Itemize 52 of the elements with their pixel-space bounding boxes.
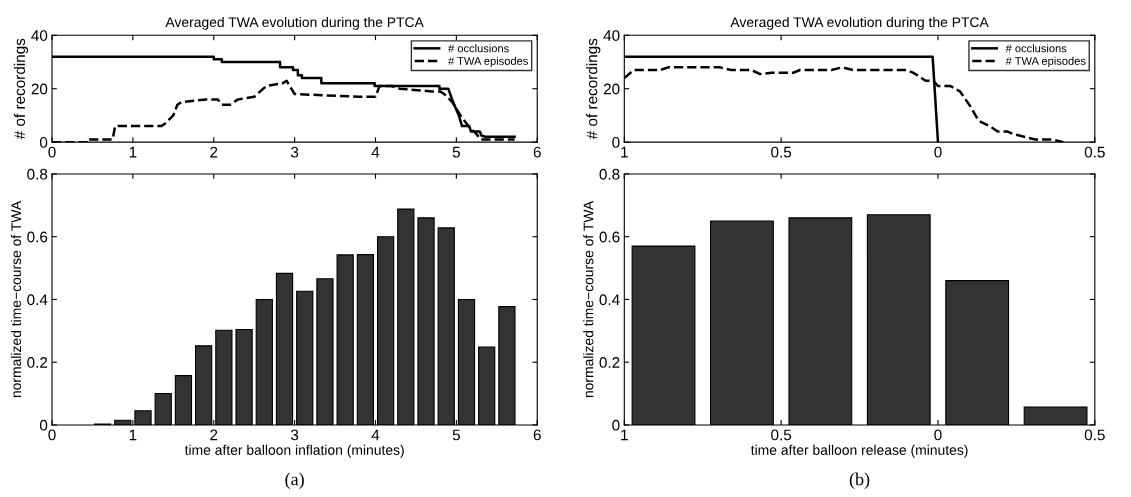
text: (a) <box>285 472 304 489</box>
x-tick-label: 6 <box>533 146 541 158</box>
y-tick-label: 0 <box>39 137 48 148</box>
chart-title: Averaged TWA evolution during the PTCA <box>165 16 424 30</box>
y-tick-label: 0 <box>39 419 48 431</box>
chart-title: Averaged TWA evolution during the PTCA <box>730 16 989 30</box>
y-tick-label: 0.8 <box>27 168 48 180</box>
x-tick-label: 0.5 <box>771 429 792 441</box>
y-tick-label: 0 <box>612 137 620 148</box>
x-tick-label: 0 <box>934 429 942 441</box>
y-tick-label: 0.2 <box>599 357 620 368</box>
y-axis-title: # of recordings <box>586 38 601 140</box>
y-axis-title: normalized time−course of TWA <box>10 200 22 398</box>
x-tick-label: 0 <box>48 429 56 441</box>
x-tick-label: 6 <box>533 429 541 441</box>
x-tick-label: 5 <box>452 146 460 158</box>
x-axis-title: time after balloon release (minutes) <box>750 444 968 458</box>
x-tick-label: 2 <box>210 429 218 441</box>
y-tick-label: 20 <box>31 83 48 95</box>
legend-label: # TWA episodes <box>1005 56 1086 68</box>
y-tick-label: 0.6 <box>27 231 48 243</box>
x-axis-title: time after balloon inflation (minutes) <box>184 444 404 458</box>
x-tick-label: 1 <box>621 429 628 441</box>
y-tick-label: 0.4 <box>599 294 620 306</box>
x-tick-label: 0.5 <box>1084 146 1105 158</box>
x-tick-label: 0 <box>48 146 56 158</box>
legend-label: # TWA episodes <box>448 56 528 68</box>
x-tick-label: 4 <box>371 429 380 441</box>
y-tick-label: 0.4 <box>27 294 48 306</box>
y-tick-label: 40 <box>603 30 620 41</box>
legend-label: # occlusions <box>448 44 509 53</box>
y-tick-label: 0.8 <box>599 168 620 180</box>
y-axis-title: # of recordings <box>13 38 29 140</box>
x-tick-label: 0.5 <box>771 146 792 158</box>
y-tick-label: 40 <box>31 30 48 41</box>
x-tick-label: 3 <box>290 429 299 441</box>
x-tick-label: 0 <box>934 146 942 158</box>
x-tick-label: 3 <box>290 146 299 158</box>
x-tick-label: 2 <box>210 146 218 158</box>
text: (b) <box>849 472 870 489</box>
x-tick-label: 1 <box>621 146 628 158</box>
x-tick-label: 1 <box>129 429 137 441</box>
y-axis-title: normalized time−course of TWA <box>583 200 594 398</box>
y-tick-label: 20 <box>603 83 620 95</box>
y-tick-label: 0 <box>612 419 620 431</box>
y-tick-label: 0.2 <box>27 357 48 368</box>
x-tick-label: 5 <box>452 429 460 441</box>
x-tick-label: 1 <box>129 146 137 158</box>
x-tick-label: 4 <box>371 146 380 158</box>
y-tick-label: 0.6 <box>599 231 620 243</box>
legend-label: # occlusions <box>1005 44 1067 53</box>
x-tick-label: 0.5 <box>1084 429 1105 441</box>
